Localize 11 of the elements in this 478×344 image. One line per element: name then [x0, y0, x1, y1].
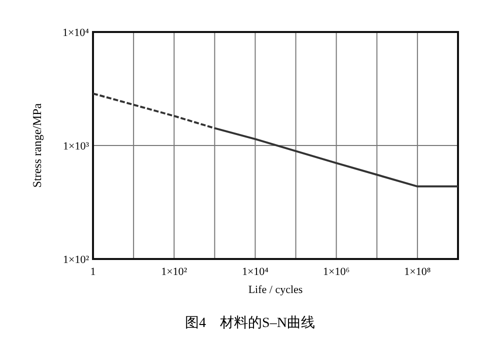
- x-tick-label: 1: [90, 266, 96, 278]
- y-tick-label: 1×10³: [62, 140, 90, 152]
- caption: 图4 材料的S–N曲线: [185, 315, 315, 331]
- x-axis-title: Life / cycles: [248, 284, 303, 296]
- x-tick-label: 1×10⁶: [323, 266, 350, 278]
- y-axis-title: Stress range/MPa: [30, 102, 44, 188]
- y-tick-label: 1×10⁴: [62, 27, 90, 39]
- x-tick-label: 1×10⁸: [404, 266, 431, 278]
- y-tick-label: 1×10²: [62, 254, 90, 266]
- x-tick-label: 1×10²: [161, 266, 188, 278]
- x-tick-label: 1×10⁴: [242, 266, 269, 278]
